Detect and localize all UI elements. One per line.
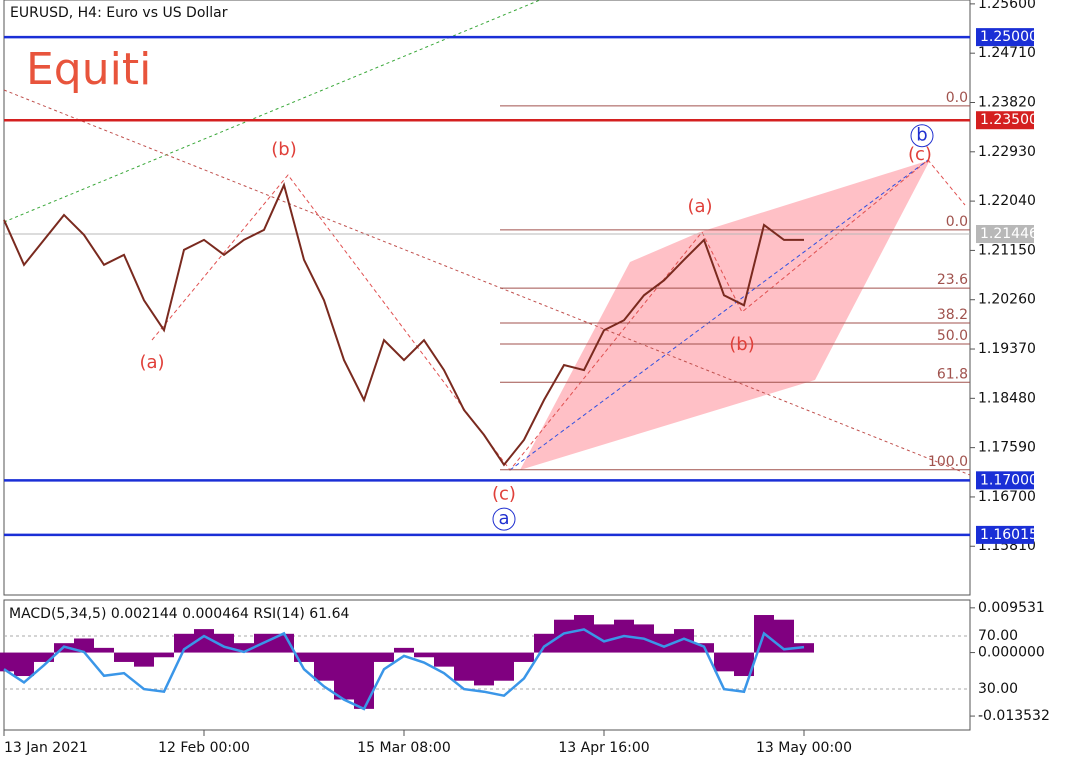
level-box <box>976 111 1034 130</box>
level-label: 1.16015 <box>980 527 1038 543</box>
y-tick-label: 0.009531 <box>978 600 1045 616</box>
macd-bar <box>534 633 554 653</box>
wave-circle <box>910 124 934 148</box>
wave-label: (a) <box>687 196 712 217</box>
level-box <box>976 471 1034 490</box>
macd-bar <box>414 652 434 658</box>
macd-bar <box>474 652 494 686</box>
wave-circle <box>492 507 516 531</box>
macd-bar <box>494 652 514 681</box>
trendline <box>3 0 541 223</box>
macd-bar <box>454 652 474 681</box>
y-tick-label: 1.22930 <box>978 144 1036 160</box>
fib-label: 100.0 <box>928 454 968 470</box>
level-box <box>976 525 1034 544</box>
y-tick-label: 1.19370 <box>978 341 1036 357</box>
macd-bar <box>334 652 354 700</box>
macd-bar <box>314 652 334 681</box>
y-tick-label: 1.24710 <box>978 45 1036 61</box>
y2-tick-label: 30.00 <box>978 681 1018 697</box>
fib-label: 23.6 <box>937 272 968 288</box>
wave-label: (b) <box>271 139 296 160</box>
y-tick-label: 0.000000 <box>978 645 1045 661</box>
trendline <box>3 89 971 476</box>
fib-label: 0.0 <box>946 90 968 106</box>
macd-bar <box>114 652 134 662</box>
macd-bar <box>714 652 734 672</box>
fib-label: 0.0 <box>946 214 968 230</box>
y-tick-label: 1.18480 <box>978 390 1036 406</box>
level-label: 1.25000 <box>980 29 1038 45</box>
macd-bar <box>514 652 534 662</box>
fib-label: 38.2 <box>937 307 968 323</box>
x-tick-label: 15 Mar 08:00 <box>357 740 450 756</box>
macd-bar <box>574 615 594 653</box>
macd-bar <box>594 624 614 653</box>
macd-bar <box>294 652 314 662</box>
channel <box>520 160 930 470</box>
x-tick-label: 13 Jan 2021 <box>4 740 88 756</box>
macd-bar <box>234 643 254 653</box>
macd-bar <box>154 652 174 658</box>
level-label: 1.17000 <box>980 472 1038 488</box>
x-tick-label: 13 May 00:00 <box>756 740 852 756</box>
level-label: 1.21446 <box>980 226 1038 242</box>
macd-bar <box>394 647 414 653</box>
y-tick-label: 1.21150 <box>978 242 1036 258</box>
macd-bar <box>74 638 94 653</box>
y-tick-label: 1.23820 <box>978 94 1036 110</box>
indicator-label: MACD(5,34,5) 0.002144 0.000464 RSI(14) 6… <box>9 606 349 622</box>
macd-bar <box>194 629 214 653</box>
price-line <box>3 182 804 467</box>
wave-label: (c) <box>908 144 932 165</box>
macd-bar <box>674 629 694 653</box>
macd-bar <box>0 652 14 672</box>
x-tick-label: 12 Feb 00:00 <box>158 740 250 756</box>
macd-bar <box>554 619 574 653</box>
wave-label: (c) <box>492 484 516 505</box>
macd-bar <box>734 652 754 677</box>
y-tick-label: 1.20260 <box>978 292 1036 308</box>
fib-label: 50.0 <box>937 328 968 344</box>
wave-line <box>509 159 929 471</box>
wave-label: (a) <box>139 352 164 373</box>
fib-label: 61.8 <box>937 366 968 382</box>
macd-bar <box>34 652 54 662</box>
level-box <box>976 28 1034 47</box>
x-tick-label: 13 Apr 16:00 <box>558 740 649 756</box>
macd-bar <box>174 633 194 653</box>
macd-bar <box>374 652 394 662</box>
wave-label: b <box>916 125 927 146</box>
macd-bar <box>14 652 34 677</box>
macd-bar <box>134 652 154 667</box>
wave-label: (b) <box>729 334 754 355</box>
macd-bar <box>354 652 374 709</box>
y-tick-label: 1.16700 <box>978 489 1036 505</box>
y-tick-label: -0.013532 <box>978 708 1050 724</box>
rsi-line <box>3 628 805 711</box>
chart-title: EURUSD, H4: Euro vs US Dollar <box>10 5 228 21</box>
wave-label: a <box>498 508 509 529</box>
level-box <box>976 225 1034 244</box>
y-tick-label: 1.25600 <box>978 0 1036 12</box>
y-tick-label: 1.17590 <box>978 440 1036 456</box>
macd-bar <box>274 633 294 653</box>
macd-bar <box>654 633 674 653</box>
y-tick-label: 1.22040 <box>978 193 1036 209</box>
macd-bar <box>94 647 114 653</box>
y2-tick-label: 70.00 <box>978 628 1018 644</box>
macd-bar <box>434 652 454 667</box>
watermark: Equiti <box>26 44 151 95</box>
level-label: 1.23500 <box>980 112 1038 128</box>
